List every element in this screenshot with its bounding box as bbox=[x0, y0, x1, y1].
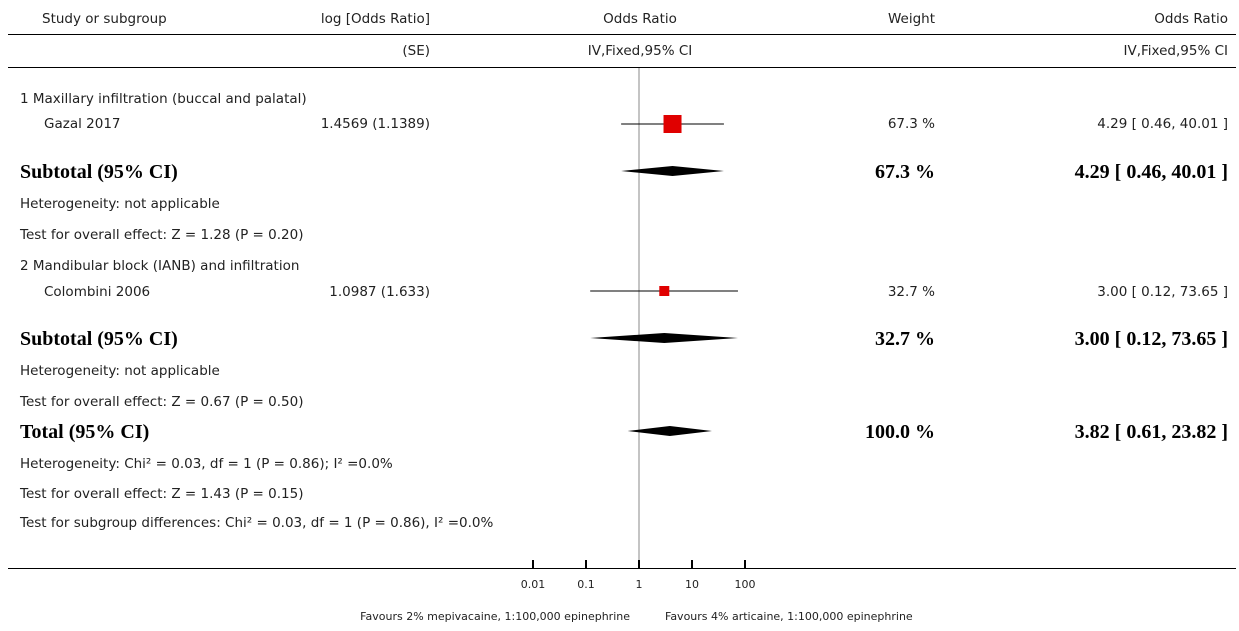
group2-title: 2 Mandibular block (IANB) and infiltrati… bbox=[20, 258, 300, 274]
study2-weight: 32.7 % bbox=[887, 284, 935, 300]
subgroup-differences: Test for subgroup differences: Chi² = 0.… bbox=[20, 515, 494, 531]
subtotal1-label: Subtotal (95% CI) bbox=[20, 161, 178, 183]
total-ci: 3.82 [ 0.61, 23.82 ] bbox=[1074, 421, 1228, 443]
overall-effect-total: Test for overall effect: Z = 1.43 (P = 0… bbox=[20, 486, 304, 502]
header-or-right-method: IV,Fixed,95% CI bbox=[1123, 43, 1229, 59]
header-or: Odds Ratio bbox=[603, 11, 677, 27]
study1-ci: 4.29 [ 0.46, 40.01 ] bbox=[1097, 116, 1228, 132]
diamond-sub2 bbox=[590, 333, 738, 343]
footer-rule bbox=[8, 568, 1236, 569]
study-marker-s2 bbox=[659, 286, 670, 296]
group1-title: 1 Maxillary infiltration (buccal and pal… bbox=[20, 91, 307, 107]
header-logor: log [Odds Ratio] bbox=[320, 11, 430, 27]
subtotal2-weight: 32.7 % bbox=[875, 328, 935, 350]
overall-effect2: Test for overall effect: Z = 0.67 (P = 0… bbox=[20, 394, 304, 410]
header-weight: Weight bbox=[887, 11, 935, 27]
tick-label-100: 100 bbox=[734, 578, 756, 591]
total-label: Total (95% CI) bbox=[20, 421, 150, 443]
tick-label-10: 10 bbox=[685, 578, 699, 591]
header-rule-top bbox=[8, 34, 1236, 35]
subtotal1-ci: 4.29 [ 0.46, 40.01 ] bbox=[1074, 161, 1228, 183]
study1-logse: 1.4569 (1.1389) bbox=[320, 116, 430, 132]
study1-name: Gazal 2017 bbox=[44, 116, 121, 132]
subtotal1-weight: 67.3 % bbox=[875, 161, 935, 183]
diamond-total bbox=[627, 426, 712, 436]
header-or-method: IV,Fixed,95% CI bbox=[587, 43, 693, 59]
tick-label-1: 1 bbox=[635, 578, 643, 591]
total-weight: 100.0 % bbox=[865, 421, 935, 443]
heterogeneity1: Heterogeneity: not applicable bbox=[20, 196, 220, 212]
heterogeneity2: Heterogeneity: not applicable bbox=[20, 363, 220, 379]
overall-effect1: Test for overall effect: Z = 1.28 (P = 0… bbox=[20, 227, 304, 243]
subtotal2-ci: 3.00 [ 0.12, 73.65 ] bbox=[1074, 328, 1228, 350]
tick-label-0.01: 0.01 bbox=[520, 578, 546, 591]
header-or-right: Odds Ratio bbox=[1154, 11, 1228, 27]
study1-weight: 67.3 % bbox=[887, 116, 935, 132]
favours-left: Favours 2% mepivacaine, 1:100,000 epinep… bbox=[360, 610, 630, 623]
heterogeneity-total: Heterogeneity: Chi² = 0.03, df = 1 (P = … bbox=[20, 456, 393, 472]
study2-ci: 3.00 [ 0.12, 73.65 ] bbox=[1097, 284, 1228, 300]
study2-logse: 1.0987 (1.633) bbox=[329, 284, 430, 300]
study2-name: Colombini 2006 bbox=[44, 284, 151, 300]
header-rule-bottom bbox=[8, 67, 1236, 68]
header-se: (SE) bbox=[402, 43, 430, 59]
tick-label-0.1: 0.1 bbox=[577, 578, 595, 591]
study-marker-s1 bbox=[663, 115, 682, 133]
header-study: Study or subgroup bbox=[42, 11, 167, 27]
favours-right: Favours 4% articaine, 1:100,000 epinephr… bbox=[665, 610, 913, 623]
diamond-sub1 bbox=[621, 166, 724, 176]
subtotal2-label: Subtotal (95% CI) bbox=[20, 328, 178, 350]
